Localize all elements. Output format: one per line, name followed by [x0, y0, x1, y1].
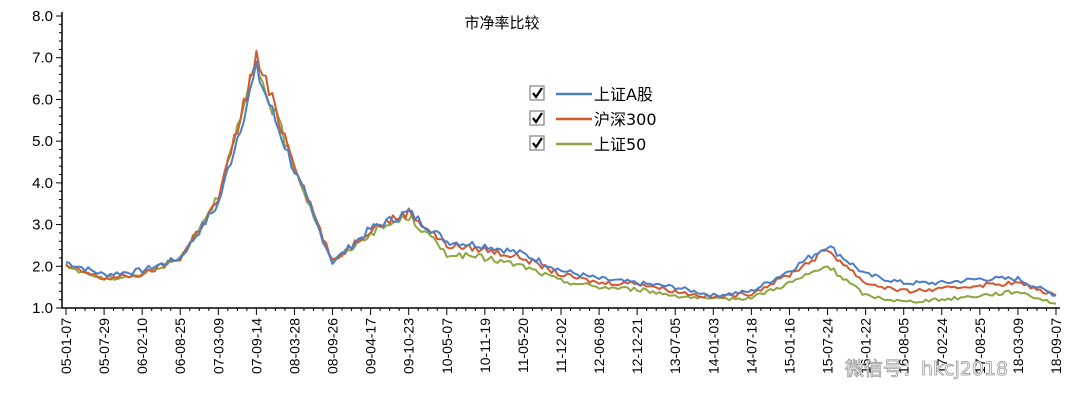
x-tick-label: 05-01-07 [58, 318, 74, 374]
watermark: 微信号：hkcj2018 [845, 358, 1008, 380]
y-tick-label: 8.0 [32, 8, 53, 25]
series-line-3 [65, 60, 1057, 305]
series-line-1 [65, 60, 1057, 298]
chart-title: 市净率比较 [464, 14, 539, 32]
x-tick-label: 18-09-07 [1048, 318, 1064, 374]
y-tick-label: 2.0 [32, 258, 53, 275]
x-tick-label: 06-02-10 [134, 318, 150, 374]
x-tick-label: 12-12-21 [629, 318, 645, 374]
x-tick-label: 05-07-29 [96, 318, 112, 374]
x-tick-label: 10-05-07 [439, 318, 455, 374]
x-tick-label: 07-09-14 [248, 318, 264, 374]
x-tick-label: 16-08-05 [896, 318, 912, 374]
x-tick-label: 17-02-24 [934, 318, 950, 374]
x-tick-label: 06-08-25 [172, 318, 188, 374]
check-icon [532, 87, 543, 99]
x-tick-label: 15-01-16 [781, 318, 797, 374]
x-tick-label: 12-06-08 [591, 318, 607, 374]
x-tick-label: 14-01-03 [705, 318, 721, 374]
x-tick-label: 09-10-23 [401, 318, 417, 374]
series-line-2 [65, 49, 1057, 299]
legend-checkbox[interactable] [529, 85, 545, 101]
y-tick-label: 6.0 [32, 91, 53, 108]
x-tick-label: 11-05-20 [515, 318, 531, 373]
check-icon [532, 112, 543, 124]
legend-checkbox[interactable] [529, 110, 545, 126]
series-lines [65, 49, 1057, 305]
legend-label: 沪深300 [594, 110, 657, 129]
check-icon [532, 137, 543, 149]
y-tick-label: 4.0 [32, 175, 53, 192]
x-tick-label: 13-07-05 [667, 318, 683, 374]
x-tick-label: 10-11-19 [477, 318, 493, 373]
x-tick-label: 09-04-17 [363, 318, 379, 374]
y-tick-label: 7.0 [32, 50, 53, 67]
y-tick-label: 5.0 [32, 133, 53, 150]
x-tick-label: 17-08-25 [972, 318, 988, 374]
x-tick-label: 11-12-02 [553, 318, 569, 373]
axes: 1.0 2.0 3.0 4.0 5.0 6.0 7.0 8.0 05-01-07 05-07-29… [32, 8, 1064, 374]
x-tick-label: 07-03-09 [210, 318, 226, 374]
legend-checkbox[interactable] [529, 135, 545, 151]
legend-label: 上证50 [594, 135, 646, 154]
y-tick-label: 3.0 [32, 217, 53, 234]
x-tick-label: 08-03-28 [286, 318, 302, 374]
x-tick-label: 18-03-09 [1010, 318, 1026, 374]
legend-label: 上证A股 [594, 85, 653, 104]
x-tick-label: 14-07-18 [743, 318, 759, 374]
x-tick-label: 08-09-26 [325, 318, 341, 374]
x-tick-label: 15-07-24 [820, 318, 836, 374]
x-tick-label: 16-01-22 [858, 318, 874, 374]
y-tick-label: 1.0 [32, 300, 53, 317]
